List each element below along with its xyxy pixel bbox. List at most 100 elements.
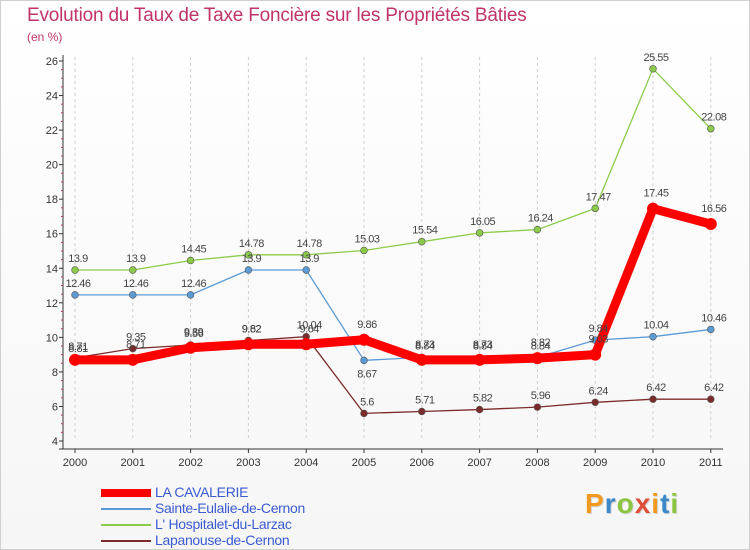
data-label-2-2: 14.45 — [181, 244, 206, 256]
data-label-0-10: 17.45 — [643, 188, 668, 200]
data-label-1-11: 10.46 — [701, 312, 726, 324]
series-line-0 — [70, 204, 716, 365]
data-point-2-4 — [302, 251, 310, 259]
data-label-3-9: 6.24 — [588, 385, 608, 397]
data-label-3-7: 5.82 — [473, 393, 493, 405]
logo-letter: x — [634, 488, 652, 519]
x-tick-label-2001: 2001 — [121, 457, 145, 469]
data-label-1-8: 8.84 — [531, 340, 551, 352]
data-label-3-10: 6.42 — [646, 382, 666, 394]
data-point-0-5 — [358, 333, 370, 346]
logo-letter: r — [604, 488, 617, 519]
data-label-3-0: 8.81 — [68, 343, 88, 355]
data-point-0-0 — [69, 353, 81, 366]
data-label-1-5: 8.67 — [357, 368, 377, 380]
data-point-3-8 — [533, 403, 542, 411]
data-point-3-1 — [129, 344, 137, 353]
data-label-1-9: 9.84 — [588, 323, 608, 335]
data-point-0-6 — [415, 353, 428, 366]
data-label-1-7: 8.84 — [473, 340, 493, 352]
x-tick-label-2006: 2006 — [410, 457, 434, 469]
data-point-3-10 — [649, 395, 657, 403]
data-point-3-6 — [418, 407, 426, 416]
data-point-0-7 — [473, 353, 486, 366]
chart-title: Evolution du Taux de Taxe Foncière sur l… — [27, 5, 527, 26]
legend-label-3: Lapanouse-de-Cernon — [155, 532, 290, 548]
y-tick-label-22: 22 — [46, 125, 58, 137]
data-label-1-3: 13.9 — [242, 253, 262, 265]
data-label-0-4: 9.64 — [299, 323, 319, 335]
data-point-1-3 — [244, 266, 253, 274]
data-label-1-1: 12.46 — [123, 278, 148, 290]
data-label-2-3: 14.78 — [239, 238, 264, 250]
data-point-2-0 — [71, 266, 79, 274]
data-point-1-5 — [360, 356, 368, 365]
y-tick-label-6: 6 — [52, 401, 58, 413]
data-point-1-11 — [707, 325, 715, 334]
data-label-2-4: 14.78 — [297, 238, 322, 250]
data-point-0-11 — [704, 218, 717, 231]
y-tick-label-20: 20 — [46, 160, 58, 172]
logo-letter: P — [585, 488, 605, 519]
data-label-3-8: 5.96 — [531, 390, 551, 402]
y-tick-label-24: 24 — [46, 91, 58, 103]
data-point-3-11 — [707, 395, 715, 403]
data-label-2-5: 15.03 — [354, 233, 379, 245]
data-label-3-1: 9.35 — [126, 332, 146, 344]
x-tick-label-2010: 2010 — [641, 457, 665, 469]
x-tick-label-2002: 2002 — [178, 457, 202, 469]
data-label-3-6: 5.71 — [415, 394, 435, 406]
data-point-2-11 — [707, 125, 715, 133]
data-point-2-7 — [475, 229, 484, 237]
logo-letter: o — [616, 488, 635, 519]
proxiti-logo: Proxiti — [585, 488, 679, 520]
y-tick-label-8: 8 — [52, 367, 58, 379]
data-point-1-1 — [129, 291, 137, 299]
data-label-0-9: 9.03 — [588, 334, 608, 346]
x-tick-label-2000: 2000 — [63, 457, 87, 469]
data-label-0-2: 9.39 — [184, 327, 204, 339]
y-axis-unit: (en %) — [27, 30, 63, 44]
data-point-1-10 — [649, 332, 657, 341]
data-label-3-4: 10.04 — [297, 320, 322, 332]
data-point-1-0 — [71, 291, 79, 299]
data-label-0-5: 9.86 — [357, 319, 377, 331]
y-tick-label-16: 16 — [46, 229, 58, 241]
legend-swatch-0 — [101, 489, 151, 497]
data-label-2-1: 13.9 — [126, 253, 146, 265]
data-label-0-11: 16.56 — [701, 203, 726, 215]
data-label-1-0: 12.46 — [65, 278, 90, 290]
data-point-2-8 — [533, 225, 542, 234]
x-tick-label-2008: 2008 — [525, 457, 549, 469]
data-label-1-4: 13.9 — [299, 253, 319, 265]
legend-swatch-2 — [101, 524, 151, 526]
data-label-0-8: 8.82 — [531, 337, 551, 349]
data-label-2-6: 15.54 — [412, 225, 437, 237]
series-line-2 — [74, 68, 712, 271]
x-tick-label-2011: 2011 — [699, 457, 723, 469]
data-label-2-8: 16.24 — [528, 213, 553, 225]
x-tick-label-2007: 2007 — [467, 457, 491, 469]
legend-label-2: L' Hospitalet-du-Larzac — [155, 516, 292, 532]
data-label-3-5: 5.6 — [360, 396, 374, 408]
legend-swatch-3 — [101, 540, 151, 542]
data-point-2-2 — [186, 256, 195, 265]
logo-letter: t — [660, 488, 671, 519]
data-point-1-2 — [186, 291, 195, 299]
data-label-2-7: 16.05 — [470, 216, 495, 228]
data-point-1-4 — [302, 266, 310, 274]
data-point-2-5 — [360, 246, 368, 255]
data-point-2-1 — [129, 266, 137, 274]
data-point-0-4 — [300, 338, 313, 351]
data-point-0-2 — [184, 341, 197, 354]
data-label-3-11: 6.42 — [704, 382, 724, 394]
data-point-0-1 — [126, 353, 139, 366]
y-tick-label-4: 4 — [52, 436, 58, 448]
data-label-2-0: 13.9 — [68, 253, 88, 265]
data-label-2-9: 17.47 — [586, 191, 611, 203]
data-point-2-3 — [244, 251, 253, 259]
data-label-0-3: 9.62 — [242, 323, 262, 335]
data-label-1-2: 12.46 — [181, 278, 206, 290]
data-label-0-1: 8.71 — [126, 339, 146, 351]
